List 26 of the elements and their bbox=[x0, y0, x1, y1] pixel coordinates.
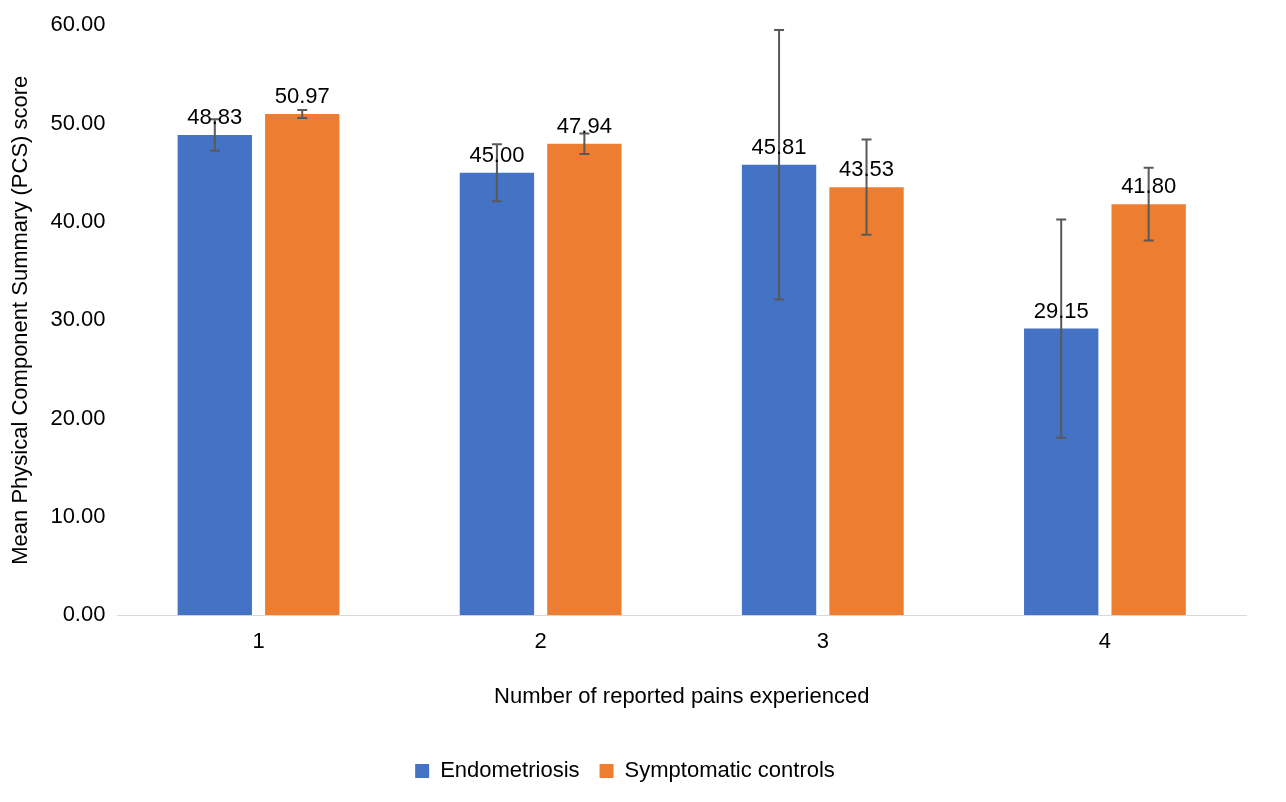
y-tick-label: 30.00 bbox=[50, 306, 106, 332]
y-tick-label: 40.00 bbox=[50, 207, 106, 233]
x-tick-label: 4 bbox=[1098, 628, 1112, 654]
y-tick-label: 10.00 bbox=[50, 502, 106, 528]
y-axis-title: Mean Physical Component Summary (PCS) score bbox=[7, 75, 33, 565]
x-axis-title: Number of reported pains experienced bbox=[494, 682, 870, 708]
data-label: 48.83 bbox=[187, 104, 243, 130]
bar bbox=[265, 114, 340, 616]
x-tick-label: 1 bbox=[252, 628, 265, 654]
bar bbox=[459, 172, 535, 616]
y-tick-label: 60.00 bbox=[50, 11, 106, 37]
legend-label: Symptomatic controls bbox=[624, 757, 835, 783]
data-label: 50.97 bbox=[274, 83, 330, 109]
data-label: 47.94 bbox=[556, 112, 612, 138]
bar bbox=[1111, 204, 1186, 616]
bar bbox=[547, 143, 622, 616]
y-tick-label: 20.00 bbox=[50, 404, 106, 430]
legend-label: Endometriosis bbox=[440, 757, 580, 783]
bar bbox=[1024, 328, 1099, 616]
x-tick-label: 3 bbox=[816, 628, 829, 654]
bar bbox=[829, 187, 904, 616]
bar bbox=[741, 164, 817, 616]
bar bbox=[177, 135, 252, 616]
y-tick-label: 0.00 bbox=[62, 601, 106, 627]
y-tick-label: 50.00 bbox=[50, 109, 106, 135]
x-tick-label: 2 bbox=[534, 628, 547, 654]
